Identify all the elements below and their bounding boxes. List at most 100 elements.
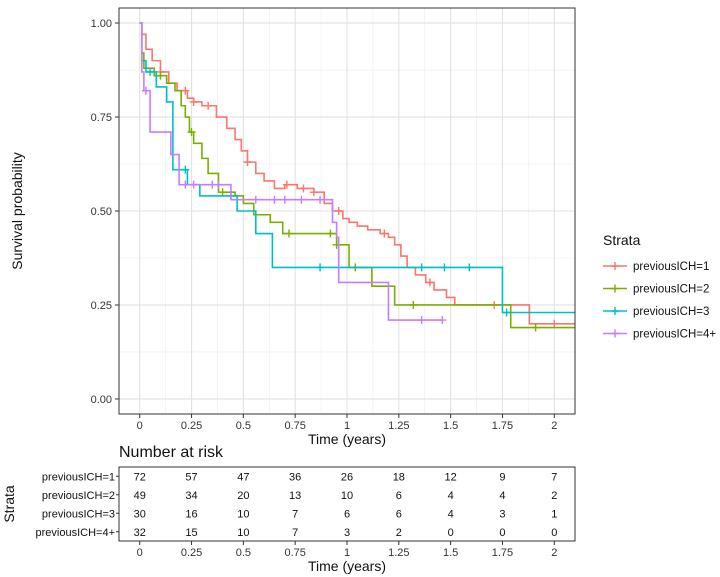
censor-mark xyxy=(440,263,449,272)
legend-key-censor xyxy=(611,329,619,338)
risk-x-tick-label: 0.75 xyxy=(284,547,305,559)
legend-title: Strata xyxy=(603,232,641,248)
risk-cell: 0 xyxy=(499,527,505,539)
risk-cell: 18 xyxy=(393,471,405,483)
risk-x-tick-label: 0.25 xyxy=(181,547,202,559)
survival-curve-previousich-4 xyxy=(139,22,443,321)
legend-label: previousICH=4+ xyxy=(633,329,716,341)
risk-row-previousich-4: previousICH=4+ 32 15 10 7 3 2 0 0 0 xyxy=(36,527,558,539)
x-tick-label: 1 xyxy=(344,420,350,432)
risk-table-title: Number at risk xyxy=(119,444,224,461)
risk-x-tick-label: 1.25 xyxy=(388,547,409,559)
x-tick-label: 0 xyxy=(137,420,143,432)
risk-cell: 6 xyxy=(344,508,350,520)
censor-mark xyxy=(181,86,190,95)
x-tick-label: 0.5 xyxy=(236,420,251,432)
risk-cell: 47 xyxy=(237,471,249,483)
risk-row-previousich-1: previousICH=1 72 57 47 36 26 18 12 9 7 xyxy=(42,471,557,483)
censor-mark xyxy=(334,207,343,215)
series-previousich-3 xyxy=(139,22,575,317)
risk-row-label: previousICH=2 xyxy=(42,490,115,502)
censor-mark xyxy=(243,158,252,167)
risk-cell: 0 xyxy=(551,527,557,539)
censor-mark xyxy=(141,86,150,95)
risk-row-label: previousICH=4+ xyxy=(36,527,116,539)
censor-mark xyxy=(531,323,540,332)
censor-mark xyxy=(156,71,165,80)
censor-mark xyxy=(284,229,293,238)
y-axis-label: Survival probability xyxy=(9,152,25,270)
risk-cell: 10 xyxy=(237,527,249,539)
risk-cell: 72 xyxy=(134,471,146,483)
risk-cell: 16 xyxy=(185,508,197,520)
risk-cell: 36 xyxy=(289,471,301,483)
censor-mark xyxy=(550,319,559,328)
censor-mark xyxy=(417,263,426,272)
risk-cell: 4 xyxy=(448,508,454,520)
risk-cell: 10 xyxy=(237,508,249,520)
risk-cell: 2 xyxy=(551,490,557,502)
censor-mark xyxy=(270,195,279,204)
y-tick-label: 1.00 xyxy=(91,18,112,30)
x-tick-label: 0.25 xyxy=(181,420,202,432)
risk-x-tick-label: 0.5 xyxy=(236,547,251,559)
legend-item-previousich-3: previousICH=3 xyxy=(603,306,709,318)
risk-x-tick-label: 1.75 xyxy=(492,547,513,559)
risk-cell: 57 xyxy=(185,471,197,483)
censor-mark xyxy=(326,229,335,238)
risk-row-previousich-3: previousICH=3 30 16 10 7 6 6 4 3 1 xyxy=(42,508,557,520)
risk-cell: 7 xyxy=(292,508,298,520)
censor-mark xyxy=(409,300,418,309)
risk-x-tick-label: 0 xyxy=(137,547,143,559)
censor-mark xyxy=(502,308,511,317)
censor-mark xyxy=(146,67,155,76)
x-axis-label: Time (years) xyxy=(308,431,386,447)
censor-mark xyxy=(280,195,289,204)
x-tick-label: 1.25 xyxy=(388,420,409,432)
censor-mark xyxy=(297,195,306,204)
censor-mark xyxy=(189,97,198,106)
censor-mark xyxy=(380,229,389,238)
legend-label: previousICH=3 xyxy=(633,306,709,318)
x-tick-label: 1.5 xyxy=(443,420,458,432)
legend-item-previousich-2: previousICH=2 xyxy=(603,284,709,296)
legend-item-previousich-4: previousICH=4+ xyxy=(603,329,716,341)
y-tick-label: 0.25 xyxy=(91,300,112,312)
censor-mark xyxy=(187,128,196,137)
censor-mark xyxy=(438,316,447,325)
x-tick-label: 0.75 xyxy=(284,420,305,432)
survival-curve-previousich-3 xyxy=(139,22,575,314)
censor-mark xyxy=(309,188,318,197)
risk-cell: 12 xyxy=(445,471,457,483)
censor-mark xyxy=(181,165,190,174)
legend-item-previousich-1: previousICH=1 xyxy=(603,261,709,273)
risk-cell: 30 xyxy=(134,508,146,520)
risk-x-tick-label: 2 xyxy=(551,547,557,559)
risk-y-axis-label: Strata xyxy=(1,485,17,523)
risk-cell: 26 xyxy=(341,471,353,483)
censor-mark xyxy=(465,263,474,272)
risk-cell: 2 xyxy=(396,527,402,539)
legend-key-censor xyxy=(611,284,619,293)
risk-cell: 49 xyxy=(134,490,146,502)
risk-row-previousich-2: previousICH=2 49 34 20 13 10 6 4 4 2 xyxy=(42,490,557,502)
risk-cell: 6 xyxy=(396,490,402,502)
risk-x-tick-label: 1.5 xyxy=(443,547,458,559)
risk-cell: 32 xyxy=(134,527,146,539)
legend-label: previousICH=1 xyxy=(633,261,709,273)
censor-mark xyxy=(251,195,260,204)
legend-key-censor xyxy=(611,307,619,315)
risk-cell: 20 xyxy=(237,490,249,502)
legend-label: previousICH=2 xyxy=(633,284,709,296)
censor-mark xyxy=(299,184,308,193)
risk-cell: 1 xyxy=(551,508,557,520)
risk-cell: 34 xyxy=(185,490,197,502)
risk-cell: 0 xyxy=(448,527,454,539)
censor-mark xyxy=(417,316,426,325)
y-tick-label: 0.75 xyxy=(91,112,112,124)
censor-mark xyxy=(425,278,434,287)
censor-mark xyxy=(214,180,223,189)
y-tick-label: 0.00 xyxy=(91,394,112,406)
